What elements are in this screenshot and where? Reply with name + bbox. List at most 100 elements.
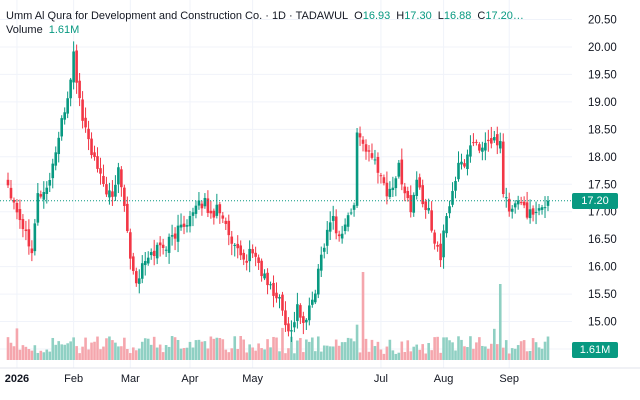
ohlc-high: H17.30 <box>396 10 432 22</box>
candle-body <box>305 319 308 323</box>
candle-body <box>257 257 260 263</box>
candle-body <box>391 187 395 191</box>
volume-bar <box>42 352 46 360</box>
volume-bar <box>504 340 508 360</box>
volume-bar <box>475 342 478 360</box>
volume-bar <box>382 353 386 360</box>
volume-bar <box>15 328 19 360</box>
x-tick-label: Apr <box>181 373 198 385</box>
x-tick-label: 2026 <box>5 373 29 385</box>
candle-body <box>236 243 240 249</box>
candle-body <box>120 169 123 188</box>
volume-bar <box>308 341 311 360</box>
volume-bar <box>185 347 189 360</box>
candle-body <box>308 305 311 321</box>
volume-bar <box>215 337 219 360</box>
candle-body <box>525 202 529 218</box>
volume-bar <box>516 345 520 360</box>
volume-bar <box>66 343 69 360</box>
candle-body <box>358 133 362 138</box>
volume-bar <box>469 336 472 360</box>
volume-bar <box>203 341 207 360</box>
volume-bar <box>81 346 84 360</box>
last-volume-tag: 1.61M <box>572 342 618 358</box>
candle-body <box>140 263 144 279</box>
candle-body <box>251 249 254 254</box>
volume-bar <box>501 347 505 360</box>
candle-body <box>233 244 237 246</box>
volume-bar <box>424 353 427 360</box>
volume-bar <box>379 349 383 360</box>
candle-body <box>379 175 383 177</box>
volume-bar <box>343 342 347 360</box>
candle-body <box>349 212 353 214</box>
candle-body <box>185 225 189 227</box>
candle-body <box>373 159 377 161</box>
candle-body <box>534 211 538 214</box>
candle-body <box>361 139 365 144</box>
candle-body <box>313 293 317 303</box>
candle-body <box>385 182 389 197</box>
volume-bar <box>230 348 234 360</box>
candle-body <box>27 229 31 247</box>
y-tick-label: 15.00 <box>588 317 617 329</box>
candle-body <box>215 204 219 216</box>
volume-bar <box>164 345 168 360</box>
volume-bar <box>134 350 138 360</box>
volume-bar <box>278 351 281 360</box>
volume-bar <box>120 346 123 360</box>
candle-body <box>137 278 141 284</box>
candle-body <box>60 118 64 137</box>
candle-body <box>448 206 451 214</box>
volume-bar <box>313 351 317 360</box>
candle-body <box>221 215 225 219</box>
volume-bar <box>84 337 87 360</box>
legend-title-row: Umm Al Qura for Development and Construc… <box>6 9 524 23</box>
candle-body <box>454 180 457 191</box>
volume-bar <box>355 324 359 360</box>
candle-body <box>400 159 404 185</box>
candle-body <box>45 187 49 194</box>
volume-bar <box>406 340 410 360</box>
candle-body <box>478 144 481 151</box>
volume-bar <box>531 338 535 360</box>
volume-bar <box>167 346 171 360</box>
candle-body <box>269 284 272 286</box>
volume-bar <box>254 350 257 360</box>
candle-body <box>460 161 463 165</box>
candle-body <box>242 252 245 260</box>
volume-bar <box>495 344 499 360</box>
volume-value: 1.61M <box>48 24 80 36</box>
volume-bar <box>460 339 463 360</box>
volume-bar <box>376 341 380 360</box>
x-tick-label: Sep <box>499 373 519 385</box>
candle-body <box>516 200 520 205</box>
candle-body <box>424 201 427 211</box>
candle-body <box>475 141 478 143</box>
candle-body <box>522 201 526 206</box>
candle-body <box>495 134 499 146</box>
candle-body <box>266 272 269 286</box>
volume-bar <box>39 350 43 360</box>
candle-body <box>504 197 508 199</box>
candle-body <box>451 191 454 205</box>
volume-bar <box>209 336 213 360</box>
candle-body <box>490 138 493 144</box>
y-tick-label: 18.50 <box>588 124 617 136</box>
volume-bar <box>248 344 251 360</box>
volume-bar <box>275 337 278 360</box>
candle-body <box>519 202 523 204</box>
volume-bar <box>60 344 64 360</box>
candle-body <box>75 50 78 83</box>
candle-body <box>111 191 114 197</box>
candle-body <box>123 187 126 206</box>
volume-bar <box>155 347 159 360</box>
volume-bar <box>114 342 117 360</box>
volume-bar <box>415 344 419 360</box>
candle-body <box>540 207 544 210</box>
candle-body <box>194 205 198 214</box>
ohlc-low: L16.88 <box>437 10 472 22</box>
candle-body <box>33 223 37 252</box>
candle-body <box>218 204 222 214</box>
candle-body <box>275 292 278 299</box>
